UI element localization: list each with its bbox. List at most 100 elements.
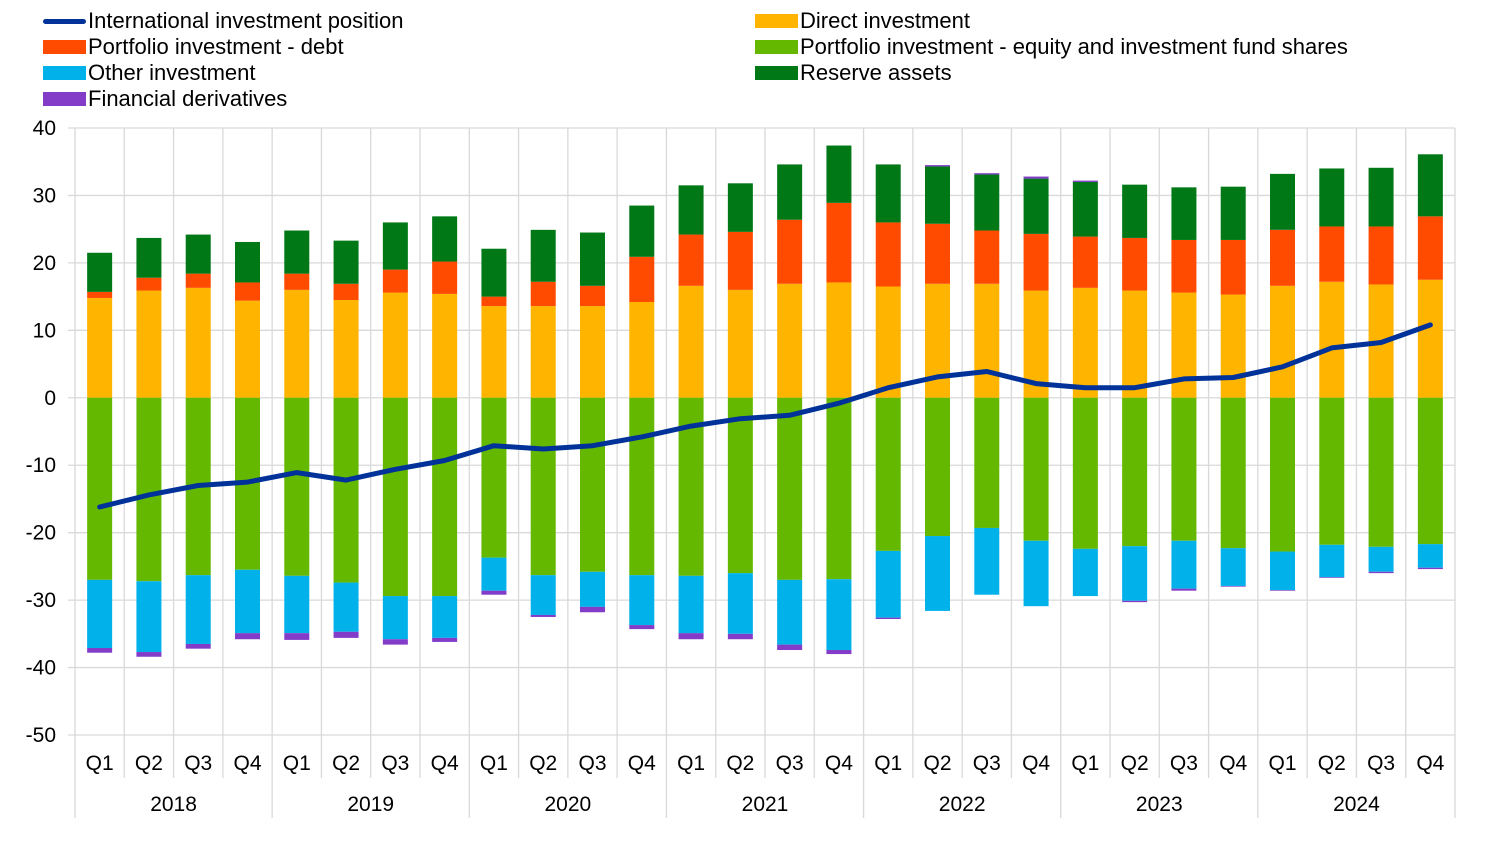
legend-item-reserve-assets: Reserve assets: [755, 60, 952, 86]
bar-other-investment: [826, 579, 852, 651]
bar-financial-derivatives: [1417, 567, 1443, 570]
bar-other-investment: [1368, 546, 1394, 572]
bar-direct-investment: [481, 306, 507, 398]
bar-portfolio-investment-debt: [530, 281, 556, 307]
bar-portfolio-investment-equity-and-investment-fund-shares: [1319, 397, 1345, 545]
bar-financial-derivatives: [1122, 600, 1148, 603]
bar-reserve-assets: [530, 229, 556, 282]
x-tick-quarter: Q4: [1219, 752, 1247, 775]
legend-label: International investment position: [88, 8, 404, 33]
bar-portfolio-investment-debt: [1368, 226, 1394, 285]
bar-financial-derivatives: [875, 617, 901, 619]
bar-portfolio-investment-equity-and-investment-fund-shares: [826, 397, 852, 580]
bar-other-investment: [1023, 540, 1049, 607]
bar-financial-derivatives: [1023, 176, 1049, 179]
bar-reserve-assets: [284, 230, 310, 274]
bar-reserve-assets: [629, 205, 655, 257]
bar-reserve-assets: [87, 252, 113, 292]
bar-financial-derivatives: [580, 606, 605, 613]
bar-other-investment: [1171, 540, 1197, 589]
bar-direct-investment: [1220, 294, 1246, 398]
x-tick-quarter: Q4: [825, 752, 853, 775]
bar-reserve-assets: [777, 164, 803, 220]
bar-portfolio-investment-debt: [185, 273, 211, 288]
bar-portfolio-investment-equity-and-investment-fund-shares: [87, 397, 113, 580]
bar-portfolio-investment-debt: [629, 256, 655, 303]
x-tick-quarter: Q1: [677, 752, 705, 775]
bar-reserve-assets: [1072, 181, 1098, 237]
bar-portfolio-investment-debt: [826, 202, 852, 283]
x-tick-quarter: Q2: [135, 752, 163, 775]
bar-other-investment: [678, 575, 704, 634]
bar-financial-derivatives: [777, 644, 803, 651]
bar-direct-investment: [382, 292, 408, 398]
bar-direct-investment: [629, 302, 655, 398]
bar-portfolio-investment-equity-and-investment-fund-shares: [1368, 397, 1394, 547]
bar-other-investment: [1220, 548, 1246, 586]
box-swatch-icon: [755, 14, 798, 28]
bar-reserve-assets: [481, 248, 507, 297]
x-tick-quarter: Q1: [480, 752, 508, 775]
bar-direct-investment: [1270, 285, 1295, 398]
bar-reserve-assets: [1368, 167, 1394, 227]
bar-reserve-assets: [875, 164, 901, 223]
bar-portfolio-investment-equity-and-investment-fund-shares: [580, 397, 605, 572]
bar-other-investment: [481, 557, 507, 591]
bar-reserve-assets: [580, 232, 605, 286]
bar-direct-investment: [87, 297, 113, 398]
bar-financial-derivatives: [1368, 571, 1394, 574]
x-tick-quarter: Q2: [923, 752, 951, 775]
bar-reserve-assets: [333, 240, 359, 284]
bar-portfolio-investment-equity-and-investment-fund-shares: [1270, 397, 1295, 552]
y-tick-label: -50: [26, 724, 56, 747]
legend-item-portfolio-equity: Portfolio investment - equity and invest…: [755, 34, 1348, 60]
bar-portfolio-investment-debt: [333, 283, 359, 300]
bar-direct-investment: [1072, 287, 1098, 398]
bar-other-investment: [87, 579, 113, 648]
bar-financial-derivatives: [678, 633, 704, 640]
bar-reserve-assets: [136, 237, 162, 278]
box-swatch-icon: [43, 66, 86, 80]
x-tick-quarter: Q3: [973, 752, 1001, 775]
y-tick-label: 30: [33, 184, 56, 207]
bar-portfolio-investment-debt: [1023, 233, 1049, 291]
bar-portfolio-investment-debt: [284, 273, 310, 290]
gridlines: [68, 127, 1456, 818]
bar-portfolio-investment-equity-and-investment-fund-shares: [432, 397, 458, 597]
bar-other-investment: [1122, 546, 1148, 601]
bar-financial-derivatives: [826, 650, 852, 655]
bar-direct-investment: [875, 286, 901, 398]
bar-direct-investment: [974, 283, 1000, 398]
legend-item-iip: International investment position: [43, 8, 404, 34]
bar-portfolio-investment-equity-and-investment-fund-shares: [629, 397, 655, 576]
box-swatch-icon: [755, 66, 798, 80]
x-tick-quarter: Q3: [1170, 752, 1198, 775]
bar-reserve-assets: [727, 183, 753, 232]
bar-other-investment: [235, 569, 260, 634]
x-tick-quarter: Q1: [86, 752, 114, 775]
y-tick-label: -20: [26, 522, 56, 545]
legend-label: Reserve assets: [800, 60, 952, 85]
bar-direct-investment: [727, 289, 753, 398]
bar-financial-derivatives: [284, 633, 310, 640]
bar-other-investment: [432, 596, 458, 638]
y-tick-label: -10: [26, 454, 56, 477]
bar-other-investment: [727, 573, 753, 634]
x-tick-year: 2018: [150, 793, 197, 816]
bar-portfolio-investment-debt: [678, 234, 704, 286]
x-tick-year: 2020: [544, 793, 591, 816]
x-tick-quarter: Q1: [1268, 752, 1296, 775]
bar-other-investment: [382, 596, 408, 640]
bar-reserve-assets: [1417, 154, 1443, 217]
bar-portfolio-investment-equity-and-investment-fund-shares: [1417, 397, 1443, 545]
bar-reserve-assets: [1122, 184, 1148, 238]
bar-financial-derivatives: [333, 631, 359, 638]
box-swatch-icon: [43, 40, 86, 54]
x-tick-quarter: Q4: [1022, 752, 1050, 775]
bar-direct-investment: [826, 282, 852, 398]
x-tick-year: 2019: [347, 793, 394, 816]
x-tick-quarter: Q1: [874, 752, 902, 775]
bar-portfolio-investment-equity-and-investment-fund-shares: [382, 397, 408, 597]
legend-item-financial-derivatives: Financial derivatives: [43, 86, 287, 112]
bar-portfolio-investment-equity-and-investment-fund-shares: [727, 397, 753, 574]
